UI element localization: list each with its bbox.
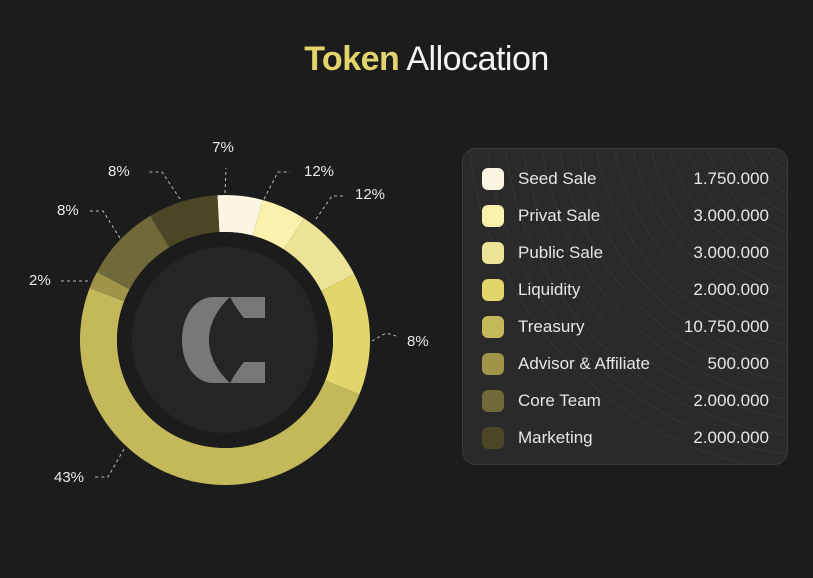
legend-item: Seed Sale 1.750.000: [482, 167, 769, 191]
legend-label: Advisor & Affiliate: [518, 354, 650, 373]
legend-value: 2.000.000: [693, 280, 769, 299]
pct-label-public: 12%: [355, 186, 385, 203]
page-title: Token Allocation: [0, 40, 813, 79]
donut-chart: 7% 12% 12% 8% 43% 2% 8% 8%: [29, 139, 429, 486]
pct-label-marketing: 8%: [108, 163, 130, 180]
legend-item: Core Team 2.000.000: [482, 389, 769, 413]
legend-swatch: [482, 168, 504, 190]
donut-segment-seed: [217, 194, 263, 236]
legend-label: Privat Sale: [518, 206, 601, 225]
leader-core: [90, 210, 121, 239]
legend-item: Advisor & Affiliate 500.000: [482, 352, 769, 376]
legend-swatch: [482, 427, 504, 449]
legend-swatch: [482, 316, 504, 338]
legend-swatch: [482, 205, 504, 227]
leader-treasury: [93, 448, 125, 478]
c-logo-icon: [182, 297, 265, 383]
donut-segment-treasury: [80, 288, 360, 485]
legend-swatch: [482, 390, 504, 412]
legend-value: 2.000.000: [693, 428, 769, 447]
pct-label-core: 8%: [57, 202, 79, 219]
pct-label-liquidity: 8%: [407, 333, 429, 350]
leader-marketing: [149, 171, 181, 200]
leader-public: [315, 195, 344, 220]
pct-label-advisor: 2%: [29, 272, 51, 289]
legend-value: 3.000.000: [693, 243, 769, 262]
legend-swatch: [482, 353, 504, 375]
donut-segment-privat: [252, 199, 304, 250]
legend-value: 500.000: [707, 354, 769, 373]
title-highlight: Token: [304, 40, 400, 78]
legend-label: Marketing: [518, 428, 593, 447]
legend-item: Privat Sale 3.000.000: [482, 204, 769, 228]
legend-label: Public Sale: [518, 243, 604, 262]
pct-label-privat: 12%: [304, 163, 334, 180]
legend-item: Public Sale 3.000.000: [482, 241, 769, 265]
legend-value: 10.750.000: [683, 317, 769, 336]
title-rest: Allocation: [406, 40, 549, 78]
legend-label: Liquidity: [518, 280, 581, 299]
donut-segment-advisor: [89, 271, 130, 302]
pct-label-seed: 7%: [212, 139, 234, 156]
leader-seed: [224, 167, 227, 194]
donut-segment-liquidity: [321, 274, 370, 395]
legend-swatch: [482, 279, 504, 301]
legend-label: Seed Sale: [518, 169, 597, 188]
legend-label: Core Team: [518, 391, 601, 410]
donut-segment-public: [283, 218, 355, 291]
legend-value: 2.000.000: [693, 391, 769, 410]
legend-item: Marketing 2.000.000: [482, 426, 769, 450]
donut-segment-core: [96, 215, 170, 290]
donut-segments: [80, 194, 370, 485]
pct-label-treasury: 43%: [54, 469, 84, 486]
leader-liquidity: [371, 332, 397, 342]
legend-item: Treasury 10.750.000: [482, 315, 769, 339]
legend-value: 3.000.000: [693, 206, 769, 225]
donut-segment-marketing: [150, 195, 220, 248]
legend-card: Seed Sale 1.750.000 Privat Sale 3.000.000 Pu…: [462, 148, 788, 465]
leader-privat: [263, 171, 290, 200]
card-arc-pattern: [468, 149, 787, 464]
legend-label: Treasury: [518, 317, 585, 336]
logo-disc: [132, 247, 318, 433]
legend-value: 1.750.000: [693, 169, 769, 188]
legend-swatch: [482, 242, 504, 264]
legend-item: Liquidity 2.000.000: [482, 278, 769, 302]
